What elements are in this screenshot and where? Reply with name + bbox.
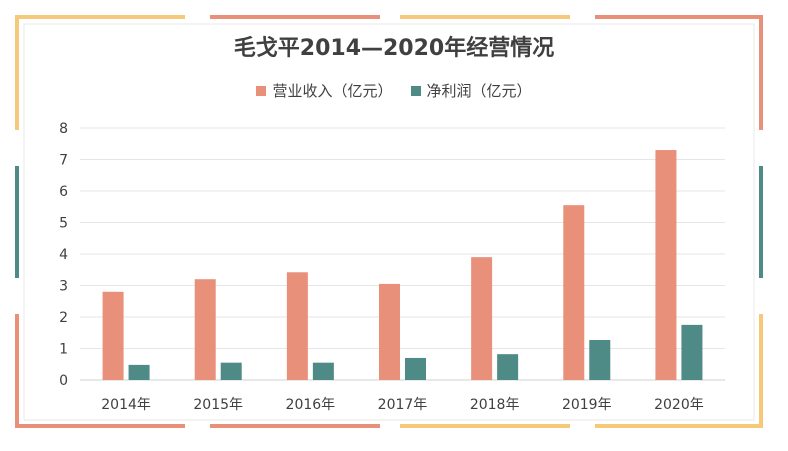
legend-swatch-revenue — [256, 85, 267, 96]
bar-revenue-5 — [563, 205, 585, 380]
inner-frame — [23, 23, 755, 421]
frame-bottom-salmon-left — [15, 424, 185, 428]
y-tick-label: 8 — [59, 121, 68, 137]
bar-revenue-4 — [471, 257, 493, 380]
chart-title: 毛戈平2014—2020年经营情况 — [233, 36, 555, 61]
y-tick-label: 3 — [59, 279, 68, 295]
x-tick-label: 2016年 — [286, 397, 336, 413]
y-tick-label: 0 — [59, 373, 68, 389]
y-tick-label: 4 — [59, 247, 68, 263]
bar-profit-6 — [681, 324, 703, 380]
frame-bottom-orange-mid — [400, 424, 570, 428]
x-tick-label: 2014年 — [101, 397, 151, 413]
bar-profit-2 — [312, 362, 334, 380]
legend-item-profit: 净利润（亿元） — [410, 80, 532, 101]
bar-revenue-2 — [286, 272, 308, 380]
frame-right-orange — [759, 314, 763, 428]
bar-revenue-1 — [194, 279, 216, 380]
y-tick-label: 5 — [59, 216, 68, 232]
x-tick-label: 2019年 — [562, 397, 612, 413]
frame-left-orange — [15, 15, 19, 130]
frame-bottom-orange-right — [595, 424, 763, 428]
x-tick-label: 2018年 — [470, 397, 520, 413]
legend-label-profit: 净利润（亿元） — [426, 82, 532, 100]
frame-top-salmon-right — [595, 15, 763, 19]
frame-top-salmon-mid — [210, 15, 380, 19]
frame-left-salmon — [15, 314, 19, 428]
frame-right-salmon — [759, 15, 763, 130]
frame-top-orange-mid — [400, 15, 570, 19]
frame-top-orange-left — [15, 15, 185, 19]
x-tick-label: 2020年 — [654, 397, 704, 413]
chart-legend: 营业收入（亿元） 净利润（亿元） — [0, 80, 788, 101]
bar-revenue-0 — [102, 291, 124, 380]
legend-item-revenue: 营业收入（亿元） — [256, 80, 393, 101]
bar-profit-3 — [405, 357, 426, 380]
frame-bottom-salmon-mid — [210, 424, 380, 428]
y-tick-label: 6 — [59, 184, 68, 200]
bar-profit-5 — [589, 339, 611, 380]
bar-profit-4 — [497, 354, 519, 380]
legend-label-revenue: 营业收入（亿元） — [272, 82, 393, 100]
legend-swatch-profit — [410, 85, 421, 96]
x-tick-label: 2015年 — [193, 397, 243, 413]
bar-profit-0 — [128, 364, 150, 380]
x-tick-label: 2017年 — [378, 397, 428, 413]
frame-left-teal — [15, 166, 19, 278]
bar-revenue-3 — [379, 283, 400, 380]
bar-revenue-6 — [655, 150, 677, 380]
y-tick-label: 1 — [59, 342, 68, 358]
frame-right-teal — [759, 166, 763, 278]
y-tick-label: 7 — [59, 153, 68, 169]
y-tick-label: 2 — [59, 310, 68, 326]
bar-profit-1 — [220, 362, 242, 380]
